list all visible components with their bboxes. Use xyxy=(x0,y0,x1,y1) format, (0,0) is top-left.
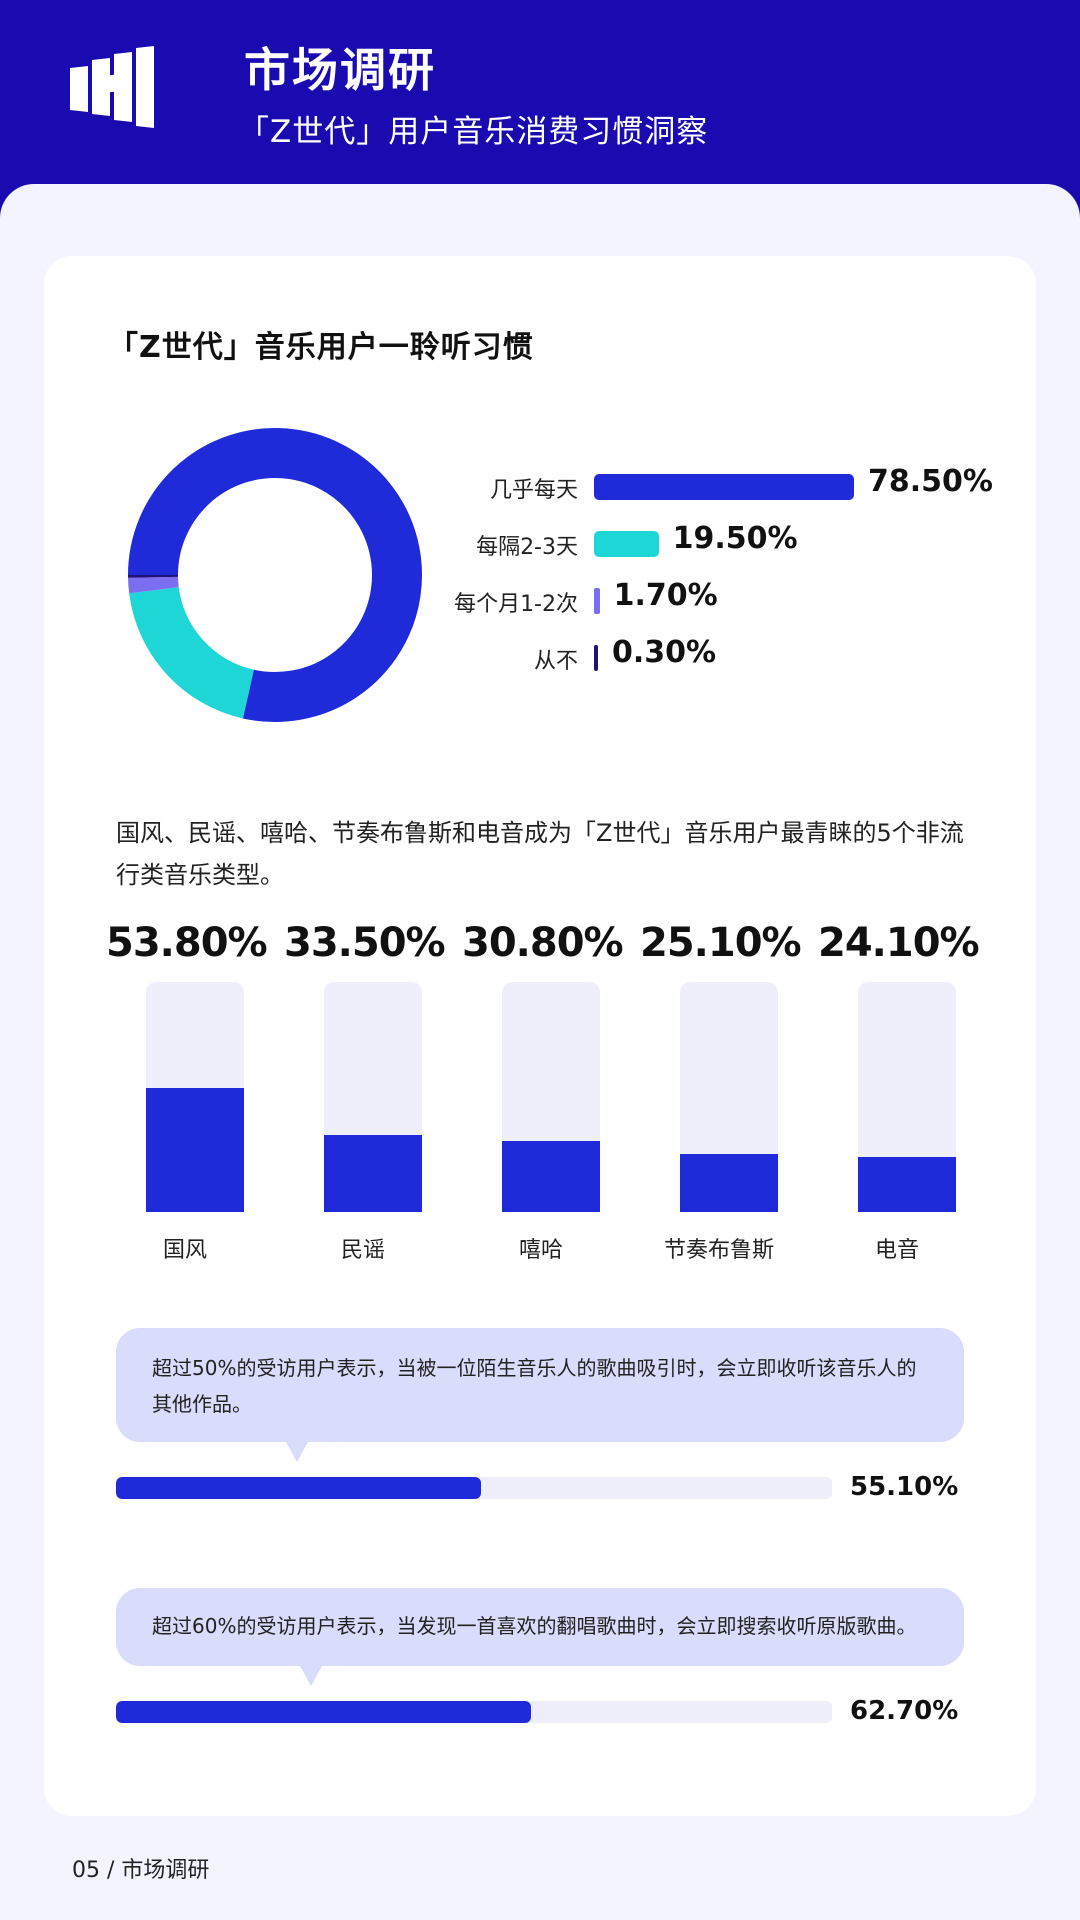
bubble-tail xyxy=(286,1442,308,1462)
genre-label: 民谣 xyxy=(340,1238,385,1263)
section-title: 「Z世代」音乐用户一聆听习惯 xyxy=(108,330,534,365)
donut-slice-3 xyxy=(128,576,179,594)
genre-bar-track xyxy=(146,982,244,1212)
frequency-label: 从不 xyxy=(533,649,578,674)
frequency-bar xyxy=(594,588,600,614)
genre-value: 30.80% xyxy=(462,920,624,966)
donut-slice-1 xyxy=(128,428,422,722)
frequency-row: 从不 0.30% xyxy=(400,635,1020,677)
genre-value: 53.80% xyxy=(106,920,268,966)
genre-description: 国风、民谣、嘻哈、节奏布鲁斯和电音成为「Z世代」音乐用户最青睐的5个非流行类音乐… xyxy=(116,819,964,889)
frequency-value: 78.50% xyxy=(868,464,993,499)
insight-progress-track xyxy=(116,1701,832,1723)
insight-progress-bar xyxy=(116,1701,532,1723)
genre-label: 节奏布鲁斯 xyxy=(663,1238,774,1263)
header: 市场调研 「Z世代」用户音乐消费习惯洞察 xyxy=(0,0,1080,200)
insight-progress-bar xyxy=(116,1477,481,1499)
donut-slice-2 xyxy=(129,586,255,719)
frequency-value: 0.30% xyxy=(612,635,717,670)
insight-value: 55.10% xyxy=(850,1472,959,1502)
genre-label: 国风 xyxy=(162,1238,207,1263)
listening-frequency-donut xyxy=(128,428,422,722)
frequency-bar xyxy=(594,474,854,500)
page-title: 市场调研 xyxy=(244,43,436,97)
genre-bar xyxy=(858,1156,956,1212)
insight-value: 62.70% xyxy=(850,1696,959,1726)
genre-bar-track xyxy=(858,982,956,1212)
frequency-row: 每个月1-2次 1.70% xyxy=(400,578,1020,620)
genre-bar xyxy=(146,1088,244,1212)
genre-bar-track xyxy=(324,982,422,1212)
genre-bar-track xyxy=(502,982,600,1212)
genre-label: 电音 xyxy=(874,1238,919,1263)
footer-page-label: 05 / 市场调研 xyxy=(72,1858,210,1883)
genre-bar xyxy=(680,1154,778,1212)
frequency-value: 1.70% xyxy=(613,578,718,613)
frequency-label: 每隔2-3天 xyxy=(476,535,578,560)
frequency-value: 19.50% xyxy=(672,521,798,556)
genre-label: 嘻哈 xyxy=(518,1238,563,1263)
frequency-row: 几乎每天 78.50% xyxy=(400,464,1020,506)
frequency-label: 每个月1-2次 xyxy=(454,592,578,617)
frequency-bar xyxy=(594,645,598,671)
insight-progress-track xyxy=(116,1477,832,1499)
bubble-tail xyxy=(300,1666,322,1686)
genre-value: 25.10% xyxy=(640,920,802,966)
genre-bar-track xyxy=(680,982,778,1212)
page-subtitle: 「Z世代」用户音乐消费习惯洞察 xyxy=(238,114,709,150)
genre-bar xyxy=(324,1134,422,1212)
insight-bubble: 超过50%的受访用户表示，当被一位陌生音乐人的歌曲吸引时，会立即收听该音乐人的其… xyxy=(116,1328,964,1442)
frequency-row: 每隔2-3天 19.50% xyxy=(400,521,1020,563)
frequency-label: 几乎每天 xyxy=(489,478,578,503)
genre-bar xyxy=(502,1141,600,1212)
frequency-bar xyxy=(594,531,659,557)
insight-bubble: 超过60%的受访用户表示，当发现一首喜欢的翻唱歌曲时，会立即搜索收听原版歌曲。 xyxy=(116,1588,964,1666)
genre-value: 24.10% xyxy=(818,920,980,966)
genre-value: 33.50% xyxy=(284,920,446,966)
brand-logo-icon xyxy=(70,46,154,128)
